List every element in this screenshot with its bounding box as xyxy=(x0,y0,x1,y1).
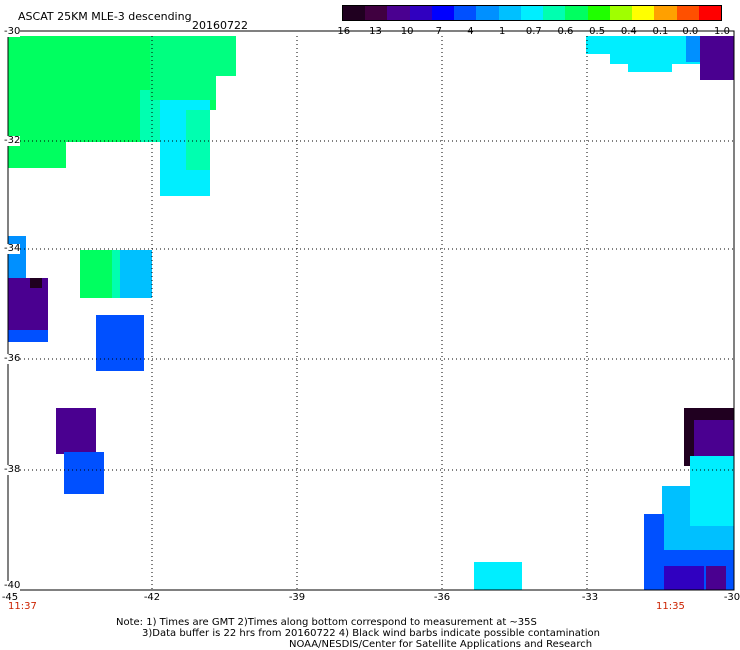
color-swatch xyxy=(454,6,477,20)
color-swatch xyxy=(365,6,388,20)
swath-southeast xyxy=(474,408,734,590)
product-date: 20160722 xyxy=(192,19,248,32)
time-label-right: 11:35 xyxy=(656,601,685,612)
map-frame xyxy=(7,30,735,591)
color-swatch xyxy=(676,6,699,20)
map-graticule xyxy=(8,36,734,590)
lon-label: -42 xyxy=(143,592,161,603)
lat-label: -36 xyxy=(4,353,21,364)
color-swatch xyxy=(698,6,721,20)
color-swatch xyxy=(476,6,499,20)
lon-label: -33 xyxy=(581,592,599,603)
note-line-3: NOAA/NESDIS/Center for Satellite Applica… xyxy=(289,639,593,650)
lat-label: -34 xyxy=(4,243,21,254)
color-swatch xyxy=(543,6,566,20)
product-title: ASCAT 25KM MLE-3 descending xyxy=(18,10,192,23)
color-swatch xyxy=(431,6,455,20)
color-swatch xyxy=(654,6,677,20)
color-swatch xyxy=(343,6,366,20)
lon-label: -36 xyxy=(433,592,451,603)
note-line-2: 3)Data buffer is 22 hrs from 20160722 4)… xyxy=(142,628,600,639)
color-swatch xyxy=(587,6,610,20)
swath-northeast xyxy=(586,36,734,80)
swath-northwest xyxy=(8,36,248,196)
lat-label: -30 xyxy=(4,26,21,37)
color-swatch xyxy=(387,6,410,20)
note-line-1: Note: 1) Times are GMT 2)Times along bot… xyxy=(116,617,537,628)
lat-label: -32 xyxy=(4,135,21,146)
lon-label: -39 xyxy=(288,592,306,603)
time-label-left: 11:37 xyxy=(8,601,37,612)
swath-west xyxy=(8,236,152,494)
color-swatch xyxy=(498,6,521,20)
lon-label: -30 xyxy=(723,592,740,603)
color-swatch xyxy=(520,6,544,20)
lat-label: -38 xyxy=(4,464,21,475)
color-swatch xyxy=(609,6,633,20)
lat-label: -40 xyxy=(4,580,21,591)
color-swatch xyxy=(409,6,432,20)
color-scale-bar xyxy=(342,5,722,21)
lon-label: -45 xyxy=(1,592,19,603)
color-swatch xyxy=(565,6,588,20)
color-swatch xyxy=(632,6,655,20)
